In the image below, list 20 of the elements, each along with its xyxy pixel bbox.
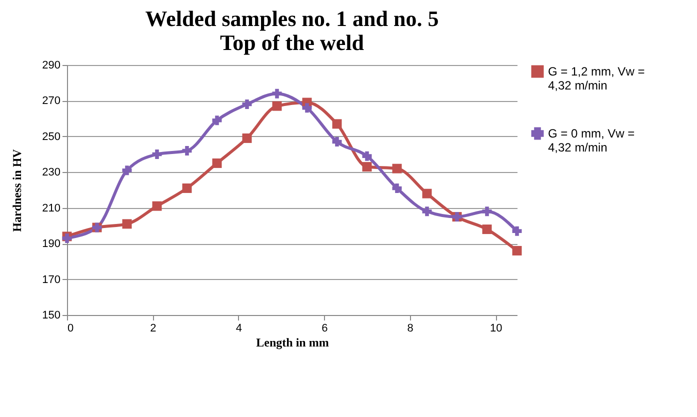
x-tick-label: 4: [236, 322, 242, 334]
x-tick-label: 0: [68, 322, 74, 334]
y-tick-label: 230: [42, 166, 60, 179]
y-tick-label: 190: [42, 238, 60, 250]
legend-label: G = 1,2 mm, Vw = 4,32 m/min: [548, 64, 645, 92]
x-tick-label: 10: [490, 322, 502, 334]
text: Welded samples no. 1 and no. 5: [145, 6, 439, 31]
y-tick-label: 150: [42, 310, 60, 322]
x-tick-label: 6: [322, 322, 328, 334]
y-tick-label: 210: [42, 202, 60, 214]
y-tick-label: 170: [42, 274, 60, 286]
y-tick-label: 290: [42, 60, 60, 72]
y-axis-title: Hardness in HV: [10, 148, 24, 232]
x-tick-label: 8: [407, 322, 414, 334]
y-tick-label: 270: [42, 95, 60, 108]
x-axis-title: Length in mm: [256, 336, 329, 350]
y-tick-label: 250: [42, 130, 60, 143]
text: Top of the weld: [220, 30, 364, 55]
legend-label: G = 0 mm, Vw = 4,32 m/min: [548, 126, 635, 154]
x-tick-label: 2: [150, 322, 156, 334]
